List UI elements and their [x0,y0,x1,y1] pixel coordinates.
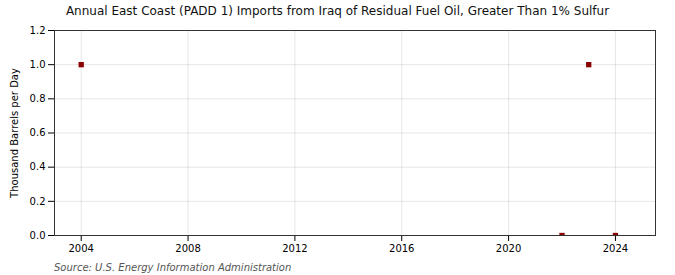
svg-text:2016: 2016 [389,243,414,254]
svg-text:2024: 2024 [603,243,628,254]
svg-text:0.6: 0.6 [30,127,46,138]
svg-text:0.8: 0.8 [30,93,46,104]
svg-text:0.0: 0.0 [30,230,46,241]
svg-text:0.2: 0.2 [30,196,46,207]
svg-text:2008: 2008 [175,243,200,254]
svg-text:Thousand Barrels per Day: Thousand Barrels per Day [9,68,20,199]
svg-text:2012: 2012 [282,243,307,254]
svg-text:2020: 2020 [496,243,521,254]
html-text:Source: U.S. Energy Informatio: Source: U.S. Energy Information Administ… [54,262,292,273]
svg-text:2004: 2004 [68,243,93,254]
svg-text:1.2: 1.2 [30,25,46,36]
svg-text:1.0: 1.0 [30,59,46,70]
html-text:Annual East Coast (PADD 1) Imp: Annual East Coast (PADD 1) Imports from … [65,4,610,18]
svg-text:0.4: 0.4 [30,161,46,172]
